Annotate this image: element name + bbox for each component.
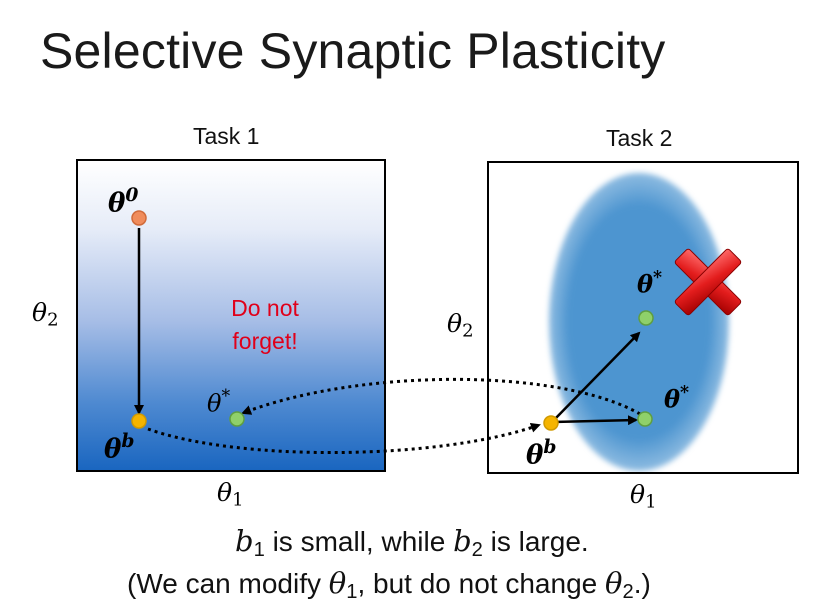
- task1-x-axis-label: θ1: [217, 478, 244, 511]
- task1-star-label: θ*: [207, 387, 231, 418]
- task2-y-axis-label: θ2: [447, 309, 474, 342]
- task2-top-optimum-point: [638, 310, 654, 326]
- task2-top-optimum-label: θ*: [637, 268, 663, 299]
- transfer-curve-back: [241, 377, 641, 416]
- task1-y-axis-label: θ2: [32, 298, 59, 331]
- page-title: Selective Synaptic Plasticity: [40, 23, 666, 79]
- task1-label: Task 1: [193, 123, 260, 149]
- task2-x-axis-label: θ1: [630, 480, 657, 513]
- task2-arrow-to-right-optimum: [552, 415, 638, 426]
- caption-line-2: (We can modify θ1, but do not change θ2.…: [127, 566, 651, 604]
- do-not-forget-note: Do not forget!: [205, 292, 325, 358]
- caption-line-1: b1 is small, while b2 is large.: [235, 524, 589, 562]
- task2-b-label: θb: [526, 436, 557, 471]
- task2-right-optimum-point: [637, 411, 653, 427]
- note-line-1: Do not: [231, 295, 299, 321]
- task1-start-label: θ0: [108, 184, 139, 219]
- task2-b-point: [543, 415, 559, 431]
- task2-right-optimum-label: θ*: [664, 383, 690, 414]
- task1-b-point: [131, 413, 147, 429]
- task2-arrow-to-top-optimum: [552, 331, 641, 422]
- task1-b-label: θb: [104, 430, 135, 465]
- red-cross-icon: [674, 248, 742, 316]
- transfer-curve-forward: [147, 422, 541, 455]
- task1-star-point: [229, 411, 245, 427]
- task1-start-point: [131, 210, 147, 226]
- task2-label: Task 2: [606, 125, 673, 151]
- note-line-2: forget!: [232, 328, 298, 354]
